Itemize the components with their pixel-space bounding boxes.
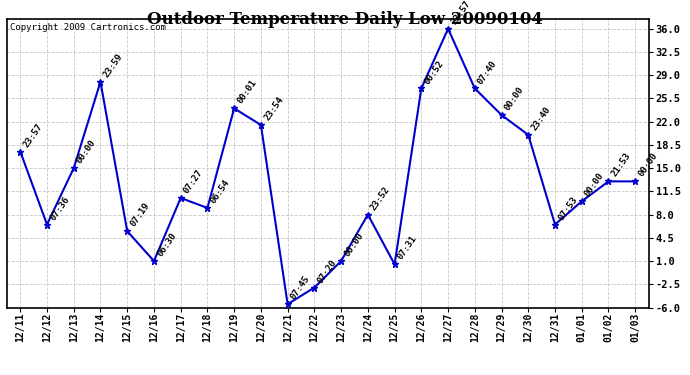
Text: 07:36: 07:36 bbox=[48, 195, 71, 222]
Text: 23:57: 23:57 bbox=[21, 122, 44, 149]
Text: 07:20: 07:20 bbox=[316, 258, 339, 285]
Text: 00:00: 00:00 bbox=[75, 138, 98, 165]
Text: 07:45: 07:45 bbox=[289, 274, 312, 302]
Text: 07:53: 07:53 bbox=[556, 195, 579, 222]
Text: Copyright 2009 Cartronics.com: Copyright 2009 Cartronics.com bbox=[10, 23, 166, 32]
Text: 23:57: 23:57 bbox=[449, 0, 472, 26]
Text: 00:00: 00:00 bbox=[637, 152, 660, 178]
Text: 23:40: 23:40 bbox=[530, 105, 553, 132]
Text: 06:54: 06:54 bbox=[209, 178, 232, 205]
Text: 00:01: 00:01 bbox=[235, 78, 258, 106]
Text: 23:59: 23:59 bbox=[102, 52, 125, 79]
Text: 07:40: 07:40 bbox=[476, 58, 499, 86]
Text: 21:53: 21:53 bbox=[610, 152, 633, 178]
Text: 23:52: 23:52 bbox=[369, 184, 392, 212]
Text: 00:00: 00:00 bbox=[583, 171, 606, 198]
Text: 00:00: 00:00 bbox=[342, 231, 365, 258]
Text: 07:19: 07:19 bbox=[128, 201, 151, 228]
Text: 07:31: 07:31 bbox=[396, 234, 419, 262]
Text: 07:27: 07:27 bbox=[182, 168, 205, 195]
Text: 06:30: 06:30 bbox=[155, 231, 178, 258]
Text: Outdoor Temperature Daily Low 20090104: Outdoor Temperature Daily Low 20090104 bbox=[147, 11, 543, 28]
Text: 23:54: 23:54 bbox=[262, 95, 285, 122]
Text: 00:52: 00:52 bbox=[423, 58, 446, 86]
Text: 00:00: 00:00 bbox=[503, 85, 526, 112]
